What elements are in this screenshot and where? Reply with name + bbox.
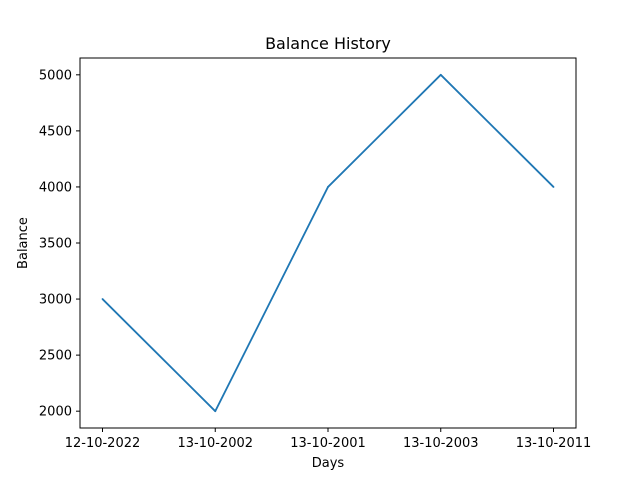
x-tick-label: 13-10-2011: [516, 436, 592, 451]
y-tick-label: 4500: [39, 124, 72, 139]
data-point: [214, 410, 217, 413]
data-point: [327, 186, 329, 188]
data-point: [101, 298, 104, 300]
y-tick-label: 3000: [39, 293, 72, 308]
x-tick-label: 13-10-2002: [177, 436, 253, 451]
y-tick-label: 4000: [39, 180, 72, 195]
x-axis-title: Days: [312, 456, 345, 471]
data-point: [439, 73, 442, 76]
series-layer: [101, 73, 555, 413]
x-tick-label: 13-10-2003: [403, 436, 479, 451]
chart-title: Balance History: [265, 34, 391, 53]
y-axis-title: Balance: [16, 217, 31, 269]
series-line: [101, 73, 555, 413]
x-tick-label: 13-10-2001: [290, 436, 366, 451]
x-axis: 12-10-2022 13-10-2002 13-10-2001 13-10-2003…: [65, 428, 592, 451]
y-axis: 2000 2500 3000 3500 4000 4500 5000: [39, 68, 80, 420]
data-point: [552, 186, 555, 188]
y-tick-label: 5000: [39, 68, 72, 83]
y-tick-label: 2000: [39, 405, 72, 420]
y-tick-label: 3500: [39, 237, 72, 252]
y-tick-label: 2500: [39, 349, 72, 364]
plot-area-frame: [79, 57, 577, 429]
x-tick-label: 12-10-2022: [65, 436, 141, 451]
